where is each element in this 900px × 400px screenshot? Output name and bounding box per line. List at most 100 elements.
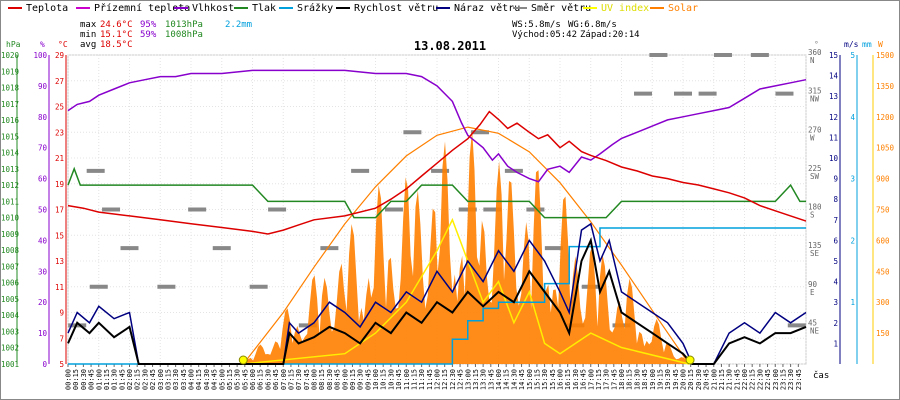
- time-tick-label: 20:15: [687, 369, 695, 390]
- pressure-tick-label: 1005: [1, 295, 19, 304]
- direction-tick-value: 360: [808, 48, 822, 57]
- temperature-tick-label: 7: [59, 334, 64, 343]
- temperature-tick-label: 5: [59, 360, 64, 369]
- time-tick-label: 23:30: [787, 369, 795, 390]
- solar-tick-label: 900: [876, 175, 890, 184]
- wind-direction-mark: [649, 53, 668, 57]
- time-tick-label: 07:30: [295, 369, 303, 390]
- unit-rain: mm: [862, 40, 872, 49]
- time-tick-label: 10:45: [395, 369, 403, 390]
- time-tick-label: 19:30: [664, 369, 672, 390]
- time-tick-label: 11:15: [410, 369, 418, 390]
- time-tick-label: 01:45: [118, 369, 126, 390]
- wind-direction-mark: [431, 168, 450, 173]
- time-tick-label: 02:15: [134, 369, 142, 390]
- wind-direction-mark: [188, 207, 207, 212]
- humidity-tick-label: 70: [38, 144, 48, 153]
- time-tick-label: 05:45: [241, 369, 249, 390]
- humidity-tick-label: 100: [33, 51, 47, 60]
- temperature-tick-label: 27: [55, 77, 64, 86]
- temperature-tick-label: 13: [55, 257, 64, 266]
- humidity-line: [67, 69, 807, 183]
- direction-tick-name: S: [810, 211, 815, 220]
- direction-tick-value: 180: [808, 203, 822, 212]
- wind-tick-label: 4: [833, 278, 838, 287]
- humidity-tick-label: 50: [38, 206, 48, 215]
- humidity-tick-label: 40: [38, 236, 48, 245]
- time-tick-label: 03:30: [172, 369, 180, 390]
- wind-direction-mark: [86, 168, 105, 173]
- wind-direction-mark: [298, 323, 317, 328]
- direction-tick-name: NW: [810, 95, 820, 104]
- wind-direction-mark: [102, 207, 121, 212]
- wind-tick-label: 1: [833, 339, 838, 348]
- stat-max-temp: 24.6°C: [100, 20, 133, 30]
- wind-direction-mark: [68, 323, 87, 328]
- wind-tick-label: 2: [833, 319, 838, 328]
- time-tick-label: 10:15: [380, 369, 388, 390]
- time-tick-label: 11:30: [418, 369, 426, 390]
- direction-tick-name: NE: [810, 326, 820, 335]
- time-tick-label: 03:15: [164, 369, 172, 390]
- pressure-tick-label: 1016: [1, 116, 20, 125]
- stat-max-hum: 95%: [140, 20, 157, 30]
- direction-tick-value: 270: [808, 125, 822, 134]
- time-tick-label: 14:15: [503, 369, 511, 390]
- series: [67, 69, 807, 365]
- time-tick-label: 08:30: [326, 369, 334, 390]
- wind-direction-mark: [471, 130, 490, 135]
- unit-pressure: hPa: [6, 40, 21, 49]
- time-tick-label: 12:00: [434, 369, 442, 390]
- solar-tick-label: 1500: [876, 51, 895, 60]
- unit-wind: m/s: [844, 40, 859, 49]
- sunrise-marker: [238, 355, 248, 365]
- sunset-time: Západ:20:14: [580, 30, 640, 40]
- temperature-tick-label: 25: [55, 103, 64, 112]
- pressure-tick-label: 1008: [1, 246, 20, 255]
- time-tick-label: 15:00: [526, 369, 534, 390]
- direction-tick-value: 135: [808, 241, 822, 250]
- time-tick-label: 05:15: [226, 369, 234, 390]
- humidity-tick-label: 30: [38, 267, 48, 276]
- temperature-tick-label: 17: [55, 206, 64, 215]
- rain-tick-label: 5: [850, 51, 855, 60]
- time-tick-label: 06:45: [272, 369, 280, 390]
- uv-line: [243, 217, 690, 365]
- temperature-tick-label: 15: [55, 231, 64, 240]
- wind-tick-label: 6: [833, 236, 838, 245]
- rain-tick-label: 3: [850, 175, 855, 184]
- wind-tick-label: 3: [833, 298, 838, 307]
- axes: 1001100210031004100510061007100810091010…: [1, 48, 895, 390]
- time-tick-label: 21:45: [733, 369, 741, 390]
- wind-info: WS:5.8m/s WG:6.8m/s Východ:05:42 Západ:2…: [512, 20, 640, 40]
- time-tick-label: 13:45: [487, 369, 495, 390]
- time-tick-label: 00:30: [80, 369, 88, 390]
- stat-max-press: 1013hPa: [165, 20, 203, 30]
- wind-direction-mark: [249, 284, 268, 289]
- stat-avg-label: avg: [80, 40, 96, 50]
- wind-direction-mark: [544, 246, 563, 251]
- direction-tick-value: 45: [808, 318, 817, 327]
- time-tick-label: 21:00: [710, 369, 718, 390]
- solar-tick-label: 1200: [876, 113, 895, 122]
- wind-direction-mark: [458, 207, 477, 212]
- sunrise-time: Východ:05:42: [512, 30, 577, 40]
- legend-label-prizemni: Přízemní teplota: [94, 2, 190, 14]
- time-tick-label: 05:30: [234, 369, 242, 390]
- time-tick-label: 20:00: [680, 369, 688, 390]
- humidity-tick-label: 60: [38, 175, 48, 184]
- rain-tick-label: 4: [850, 113, 855, 122]
- time-tick-label: 16:00: [557, 369, 565, 390]
- pressure-tick-label: 1002: [1, 344, 19, 353]
- time-tick-label: 00:00: [65, 369, 73, 390]
- time-tick-label: 00:45: [88, 369, 96, 390]
- wind-tick-label: 15: [829, 51, 838, 60]
- direction-tick-name: N: [810, 56, 815, 65]
- legend-label-naraz: Náraz větru: [454, 2, 520, 14]
- time-tick-label: 01:15: [103, 369, 111, 390]
- pressure-tick-label: 1006: [1, 279, 20, 288]
- stat-min-temp: 15.1°C: [100, 30, 133, 40]
- stat-avg-temp: 18.5°C: [100, 40, 133, 50]
- time-tick-label: 23:15: [779, 369, 787, 390]
